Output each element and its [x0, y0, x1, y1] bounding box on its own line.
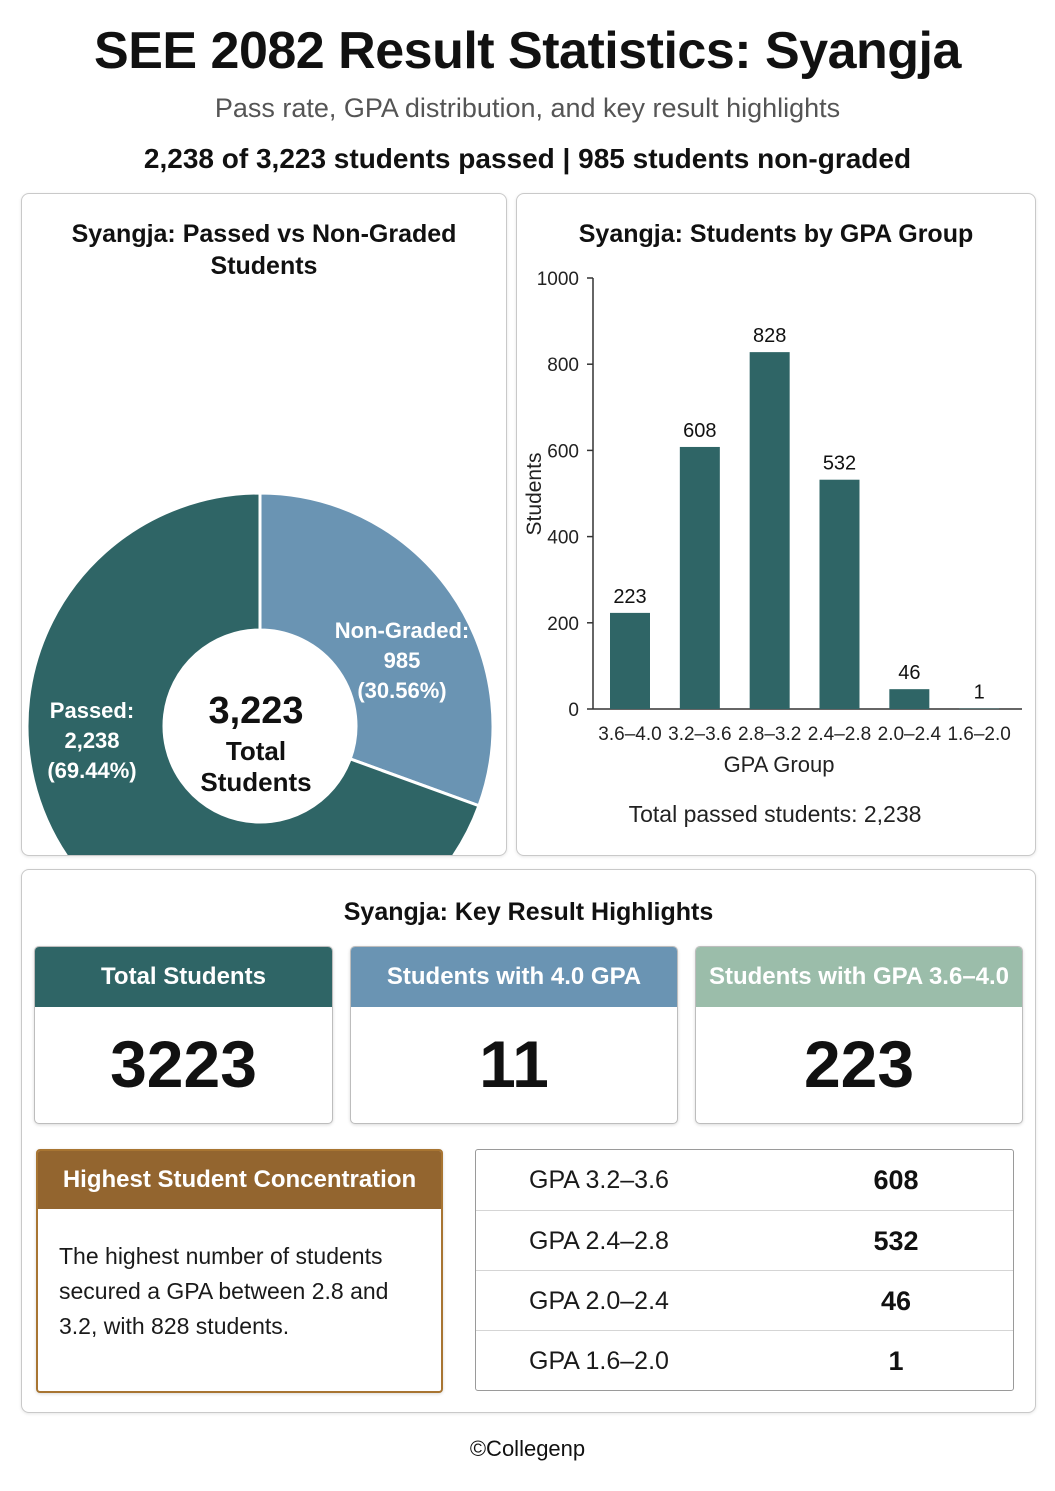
bar-value-label: 532 — [823, 453, 856, 475]
gpa-row-label: GPA 2.4–2.8 — [529, 1227, 669, 1255]
gpa-4-card: Students with 4.0 GPA 11 — [350, 946, 678, 1124]
y-axis-label: Students — [523, 453, 546, 536]
y-tick-label: 800 — [547, 355, 579, 376]
bar-value-label: 608 — [683, 420, 716, 442]
gpa-table: GPA 3.2–3.6 608 GPA 2.4–2.8 532 GPA 2.0–… — [475, 1149, 1014, 1391]
donut-label-text: Passed: — [50, 698, 134, 723]
highlights-panel: Syangja: Key Result Highlights Total Stu… — [21, 869, 1036, 1413]
donut-chart: Non-Graded: 985 (30.56%) Passed: 2,238 (69.44… — [25, 491, 495, 855]
table-row: GPA 3.2–3.6 608 — [476, 1150, 1013, 1210]
gpa-row-value: 46 — [880, 1286, 912, 1316]
summary-line: 2,238 of 3,223 students passed | 985 stu… — [143, 143, 912, 174]
donut-label-text: Non-Graded: — [335, 618, 469, 643]
page-subtitle: Pass rate, GPA distribution, and key res… — [214, 93, 841, 123]
gpa-3-6-4-0-card: Students with GPA 3.6–4.0 223 — [695, 946, 1023, 1124]
gpa-4-card-value: 11 — [479, 1027, 549, 1101]
donut-slice-non-graded — [258, 491, 495, 808]
donut-chart-title: Syangja: Passed vs Non-Graded Students — [71, 220, 457, 280]
highlights-title: Syangja: Key Result Highlights — [343, 898, 714, 926]
bar-chart-title: Syangja: Students by GPA Group — [578, 220, 974, 248]
donut-center-value: 3,223 — [208, 690, 303, 732]
gpa-row-value: 532 — [873, 1226, 919, 1256]
bar-value-label: 46 — [898, 662, 920, 684]
donut-slice-passed — [25, 491, 481, 855]
gpa-row-label: GPA 2.0–2.4 — [529, 1287, 669, 1315]
gpa-3-6-4-0-card-value: 223 — [803, 1027, 915, 1101]
bar — [819, 479, 860, 709]
donut-slice-label: Passed: 2,238 (69.44%) — [47, 698, 136, 783]
donut-label-text: (30.56%) — [357, 678, 446, 703]
table-row: GPA 1.6–2.0 1 — [476, 1330, 1013, 1391]
x-tick-label: 2.4–2.8 — [808, 724, 871, 745]
page-title: SEE 2082 Result Statistics: Syangja — [94, 22, 961, 80]
gpa-row-value: 608 — [873, 1165, 919, 1195]
gpa-3-6-4-0-card-label: Students with GPA 3.6–4.0 — [696, 947, 1022, 1007]
y-tick-label: 1000 — [537, 269, 579, 290]
y-tick-label: 400 — [547, 528, 579, 549]
bar-chart: 0 200 400 600 800 1000 223 3.6–4.0 608 3.2–3.6 828… — [523, 269, 1022, 827]
x-tick-label: 3.6–4.0 — [598, 724, 661, 745]
donut-slice-label: Non-Graded: 985 (30.56%) — [335, 618, 469, 703]
bar — [679, 446, 720, 709]
bar — [610, 612, 650, 709]
bar — [889, 689, 930, 709]
total-students-card: Total Students 3223 — [34, 946, 333, 1124]
concentration-card-text: The highest number of students secured a… — [59, 1243, 389, 1339]
total-students-card-value: 3223 — [110, 1027, 257, 1101]
bar-value-label: 1 — [974, 682, 985, 704]
gpa-4-card-label: Students with 4.0 GPA — [351, 947, 677, 1007]
donut-label-text: 985 — [384, 648, 421, 673]
gpa-row-label: GPA 3.2–3.6 — [529, 1166, 669, 1194]
donut-chart-panel: Syangja: Passed vs Non-Graded Students N… — [21, 193, 507, 856]
bar — [749, 352, 790, 709]
y-tick-label: 0 — [568, 700, 579, 721]
donut-center-line1: Total — [226, 736, 286, 766]
donut-label-text: 2,238 — [64, 728, 119, 753]
bar-chart-note: Total passed students: 2,238 — [629, 801, 922, 827]
y-tick-label: 600 — [547, 441, 579, 462]
bar — [959, 708, 1000, 710]
concentration-card-title: Highest Student Concentration — [38, 1151, 441, 1209]
donut-center-line2: Students — [200, 767, 311, 797]
bar-value-label: 828 — [753, 325, 786, 347]
gpa-row-value: 1 — [888, 1346, 904, 1376]
bar-chart-panel: Syangja: Students by GPA Group 0 200 400 60… — [516, 193, 1036, 856]
footer-credit: ©Collegenp — [469, 1436, 586, 1461]
x-tick-label: 3.2–3.6 — [668, 724, 731, 745]
bar-value-label: 223 — [613, 586, 646, 608]
total-students-card-label: Total Students — [35, 947, 332, 1007]
concentration-card: Highest Student Concentration The highes… — [36, 1149, 443, 1393]
table-row: GPA 2.4–2.8 532 — [476, 1210, 1013, 1271]
x-tick-label: 2.8–3.2 — [738, 724, 801, 745]
x-tick-label: 2.0–2.4 — [878, 724, 942, 745]
table-row: GPA 2.0–2.4 46 — [476, 1270, 1013, 1331]
y-tick-label: 200 — [547, 614, 579, 635]
donut-label-text: (69.44%) — [47, 758, 136, 783]
gpa-row-label: GPA 1.6–2.0 — [529, 1347, 669, 1375]
x-tick-label: 1.6–2.0 — [947, 724, 1010, 745]
x-axis-label: GPA Group — [724, 752, 835, 777]
